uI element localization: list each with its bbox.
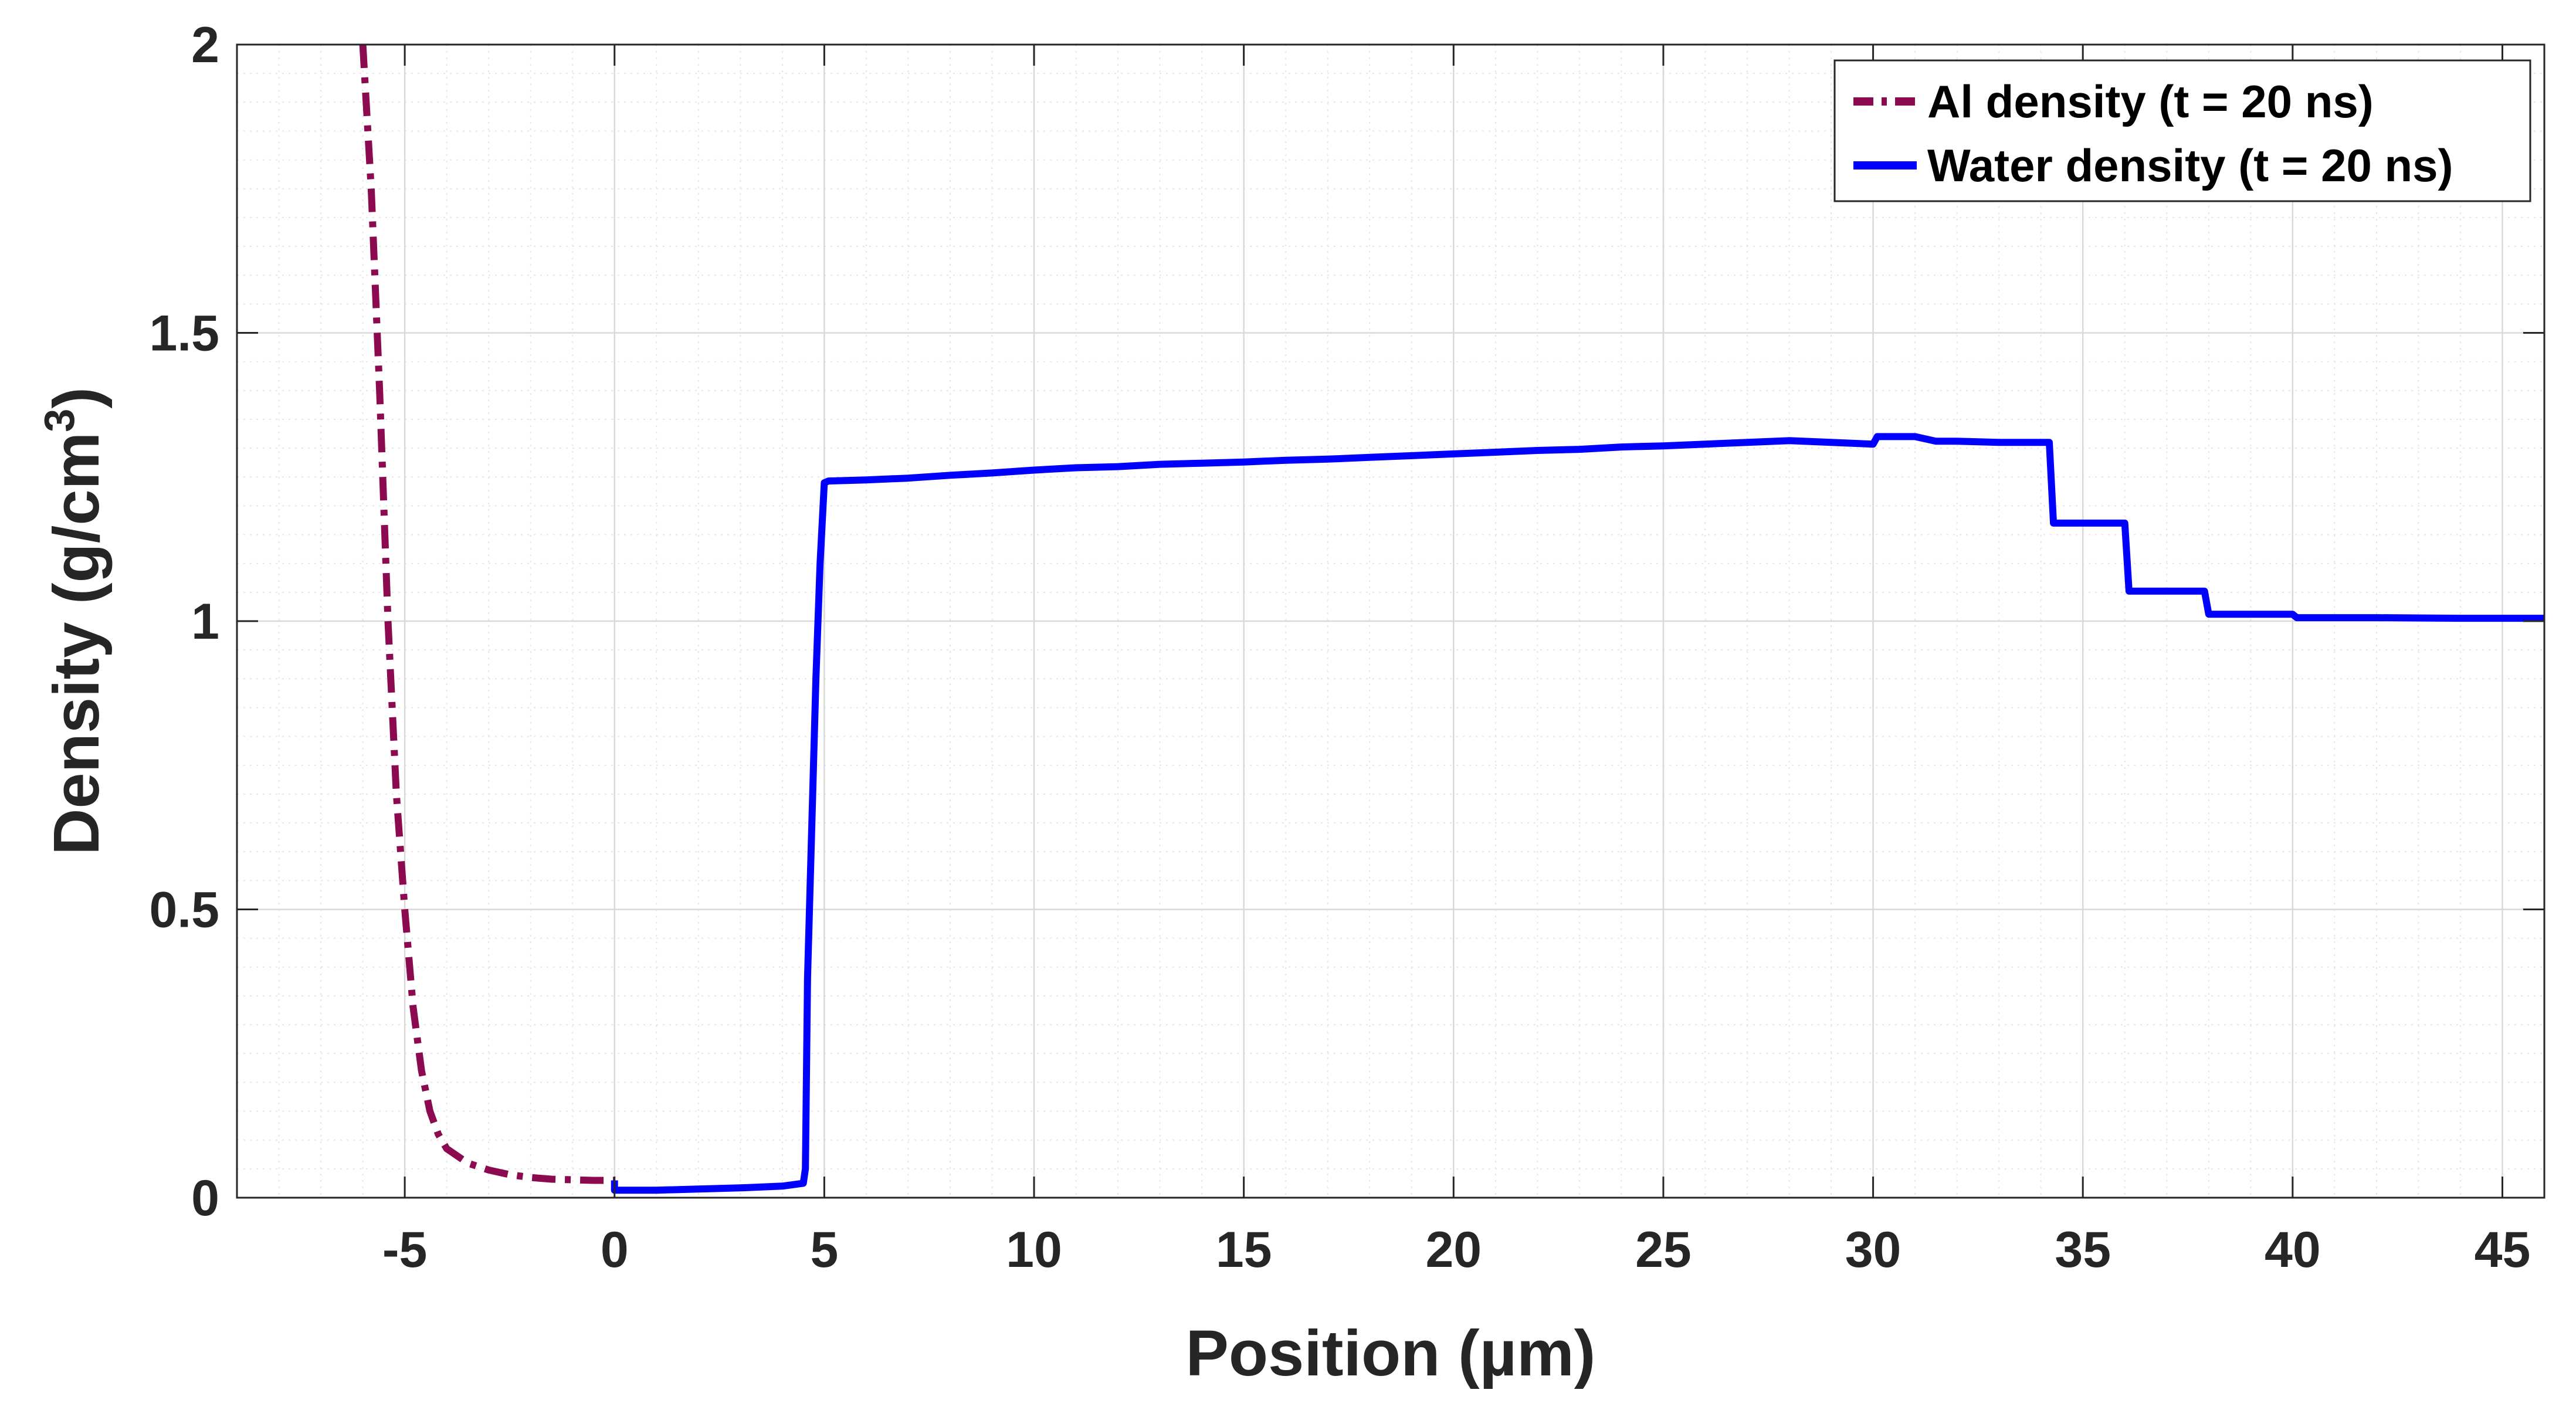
x-tick-label: 10	[1006, 1222, 1062, 1278]
legend-box	[1833, 59, 2531, 202]
y-axis-label-main: Density (g/cm	[40, 432, 113, 855]
y-axis-label-superscript: 3	[36, 409, 83, 432]
y-tick-label: 1.5	[149, 306, 219, 362]
x-tick-label: -5	[382, 1222, 427, 1278]
y-tick-label: 0.5	[149, 882, 219, 938]
series-line-water	[611, 433, 2544, 1194]
y-tick-label: 2	[191, 17, 219, 73]
x-tick-label: 35	[2055, 1222, 2111, 1278]
y-tick-labels: 0 0.5 1 1.5 2	[149, 17, 219, 1226]
y-axis-label-suffix: )	[40, 387, 113, 409]
y-tick-label: 1	[191, 594, 219, 650]
legend-label-al: Al density (t = 20 ns)	[1927, 76, 2374, 127]
tick-marks	[237, 43, 2544, 1199]
x-tick-labels: -5 0 5 10 15 20 25 30 35 40 45	[382, 1222, 2530, 1278]
x-tick-label: 45	[2475, 1222, 2531, 1278]
x-tick-label: 5	[810, 1222, 838, 1278]
series-layer	[359, 44, 2544, 1194]
x-tick-label: 30	[1845, 1222, 1902, 1278]
series-line-al	[359, 44, 615, 1184]
x-tick-label: 15	[1216, 1222, 1272, 1278]
x-tick-label: 0	[601, 1222, 629, 1278]
legend-label-water: Water density (t = 20 ns)	[1927, 140, 2453, 191]
y-tick-label: 0	[191, 1170, 219, 1226]
legend: Al density (t = 20 ns) Water density (t …	[1833, 59, 2531, 202]
x-tick-label: 40	[2265, 1222, 2321, 1278]
x-axis-label: Position (µm)	[1186, 1317, 1596, 1389]
x-tick-label: 20	[1425, 1222, 1482, 1278]
y-axis-label: Density (g/cm3)	[36, 387, 113, 855]
x-tick-label: 25	[1635, 1222, 1692, 1278]
